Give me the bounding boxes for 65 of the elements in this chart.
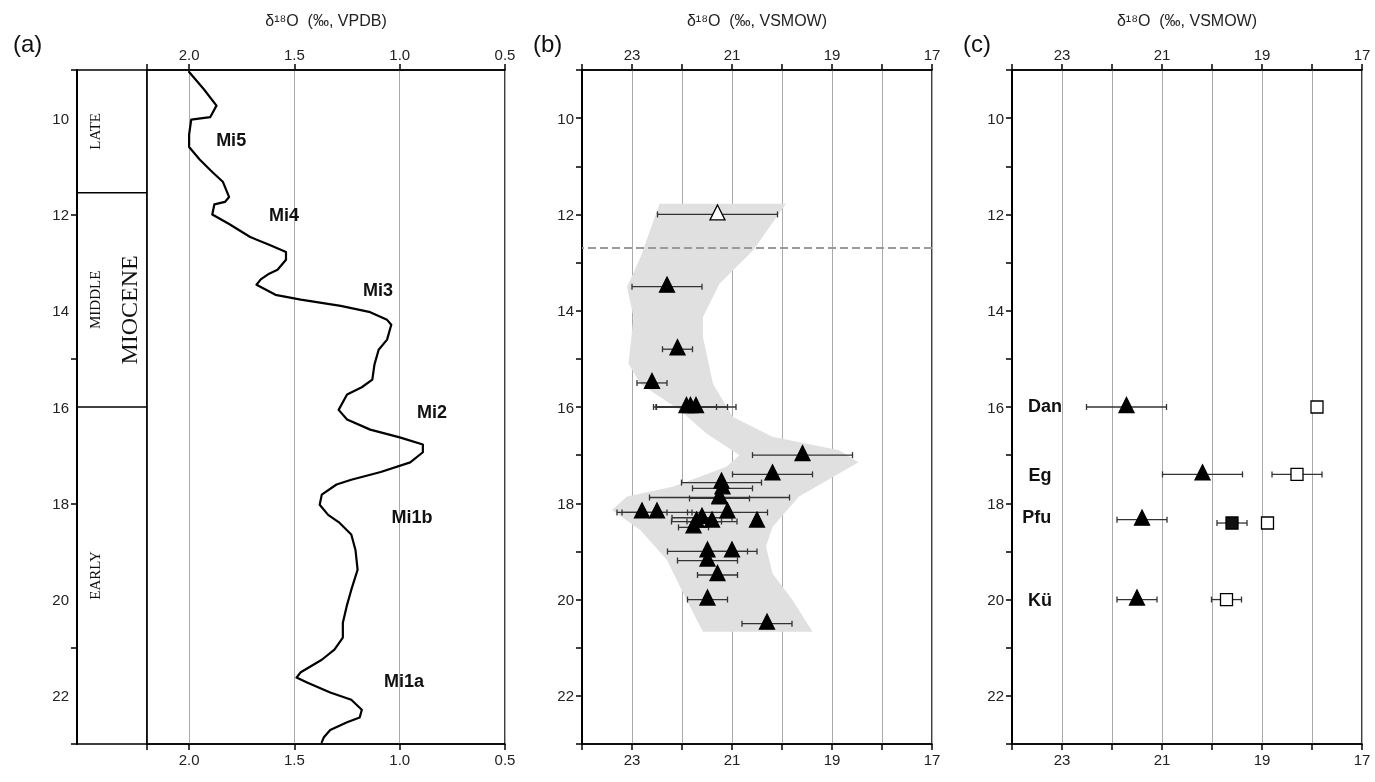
y-tick-label: 16	[52, 398, 69, 416]
chart-title: (b)	[533, 29, 563, 57]
x-tick-label: 19	[823, 751, 841, 768]
y-tick-label: 20	[557, 591, 574, 609]
x2-tick-label: 1.0	[389, 46, 411, 63]
x-tick-label: 0.5	[494, 751, 516, 768]
annotation: Mi5	[216, 130, 247, 151]
y-tick-label: 12	[557, 205, 574, 223]
y-tick-label: 10	[557, 109, 574, 127]
x2-axis-title: δ¹⁸O (‰, VSMOW)	[686, 11, 828, 29]
x2-tick-label: 23	[623, 46, 641, 63]
x-tick-label: 17	[1353, 751, 1371, 768]
text: LATE	[87, 113, 103, 150]
y-tick-label: 18	[557, 494, 574, 512]
chart-title: (a)	[13, 29, 43, 57]
x2-tick-label: 17	[923, 46, 941, 63]
y-tick-label: 10	[987, 109, 1004, 127]
x-tick-label: 2.0	[178, 751, 200, 768]
chart-title: (c)	[963, 29, 991, 57]
y-tick-label: 16	[987, 398, 1004, 416]
x-tick-label: 1.5	[283, 751, 305, 768]
annotation: Kü	[1028, 589, 1052, 610]
y-tick-label: 14	[52, 302, 69, 320]
x2-axis-title: δ¹⁸O (‰, VPDB)	[265, 11, 387, 29]
y-tick-label: 10	[52, 109, 69, 127]
y-tick-label: 22	[987, 687, 1004, 705]
text: MIOCENE	[116, 255, 142, 365]
x2-tick-label: 19	[823, 46, 841, 63]
x-tick-label: 1.0	[389, 751, 411, 768]
y-tick-label: 18	[52, 494, 69, 512]
x2-tick-label: 0.5	[494, 46, 516, 63]
x2-tick-label: 1.5	[283, 46, 305, 63]
y-tick-label: 16	[557, 398, 574, 416]
x-tick-label: 21	[1153, 751, 1171, 768]
x2-tick-label: 17	[1353, 46, 1371, 63]
y-tick-label: 22	[52, 687, 69, 705]
annotation: Dan	[1027, 396, 1062, 417]
annotation: Mi2	[416, 401, 447, 422]
x2-tick-label: 23	[1053, 46, 1071, 63]
text: EARLY	[87, 551, 103, 600]
x2-tick-label: 19	[1253, 46, 1271, 63]
annotation: Mi1b	[391, 506, 433, 527]
x-tick-label: 23	[623, 751, 641, 768]
y-tick-label: 12	[52, 205, 69, 223]
y-tick-label: 14	[557, 302, 574, 320]
y-tick-label: 22	[557, 687, 574, 705]
x2-tick-label: 21	[1153, 46, 1171, 63]
annotation: Mi3	[362, 279, 393, 300]
y-tick-label: 20	[987, 591, 1004, 609]
text: MIDDLE	[87, 270, 103, 329]
y-tick-label: 14	[987, 302, 1004, 320]
y-tick-label: 12	[987, 205, 1004, 223]
x2-tick-label: 21	[723, 46, 741, 63]
annotation: Eg	[1028, 465, 1052, 486]
x-tick-label: 23	[1053, 751, 1071, 768]
x-tick-label: 21	[723, 751, 741, 768]
x2-axis-title: δ¹⁸O (‰, VSMOW)	[1116, 11, 1258, 29]
y-tick-label: 18	[987, 494, 1004, 512]
annotation: Mi4	[269, 204, 300, 225]
annotation: Mi1a	[384, 671, 426, 692]
x-tick-label: 17	[923, 751, 941, 768]
y-tick-label: 20	[52, 591, 69, 609]
annotation: Pfu	[1022, 506, 1052, 527]
x-tick-label: 19	[1253, 751, 1271, 768]
x2-tick-label: 2.0	[178, 46, 200, 63]
